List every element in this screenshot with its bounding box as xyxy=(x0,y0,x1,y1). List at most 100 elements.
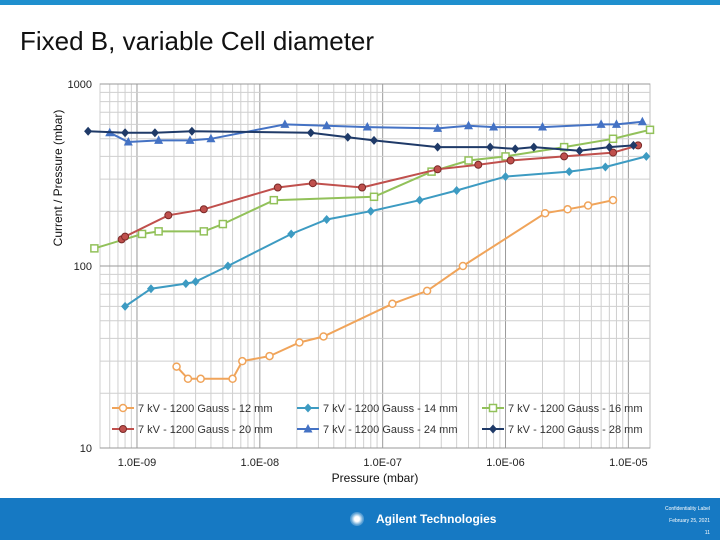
series-line xyxy=(88,130,634,152)
data-point xyxy=(206,133,216,143)
data-point xyxy=(370,135,379,145)
chart-series xyxy=(84,116,655,384)
data-point xyxy=(489,122,499,131)
data-point xyxy=(280,119,290,128)
data-point xyxy=(362,122,372,131)
data-point xyxy=(191,277,200,287)
footer-date: February 25, 2021 xyxy=(669,518,710,524)
data-point xyxy=(154,227,163,236)
x-tick-label: 1.0E-09 xyxy=(118,457,157,469)
data-point xyxy=(137,229,147,239)
data-point xyxy=(319,332,328,341)
data-point xyxy=(287,229,296,239)
data-point xyxy=(540,208,550,218)
series-6 xyxy=(84,126,638,156)
page-number: 11 xyxy=(704,530,710,536)
legend-label: 7 kV - 1200 Gauss - 28 mm xyxy=(508,424,643,436)
legend-label: 7 kV - 1200 Gauss - 14 mm xyxy=(323,403,458,415)
data-point xyxy=(185,135,195,144)
data-point xyxy=(464,156,473,165)
data-point xyxy=(575,146,584,156)
data-point xyxy=(433,142,442,152)
data-point xyxy=(322,120,332,130)
data-point xyxy=(511,144,520,154)
data-point xyxy=(84,126,93,136)
top-accent-rule xyxy=(0,0,720,5)
y-tick-label: 10 xyxy=(80,443,92,455)
data-point xyxy=(238,356,247,366)
data-point xyxy=(596,119,606,128)
data-point xyxy=(415,195,424,205)
data-point xyxy=(164,211,173,220)
legend-label: 7 kV - 1200 Gauss - 16 mm xyxy=(508,403,643,415)
x-axis-label: Pressure (mbar) xyxy=(332,471,419,485)
data-point xyxy=(273,183,282,192)
brand-logo: Agilent Technologies xyxy=(346,508,496,530)
data-point xyxy=(433,165,442,174)
legend-entry: 7 kV - 1200 Gauss - 28 mm xyxy=(482,424,643,436)
x-tick-label: 1.0E-06 xyxy=(486,457,525,469)
series-1 xyxy=(172,195,618,384)
y-axis-label: Current / Pressure (mbar) xyxy=(51,110,65,247)
x-tick-label: 1.0E-07 xyxy=(363,457,402,469)
data-point xyxy=(223,261,232,271)
data-point xyxy=(601,162,610,172)
brand-name: Agilent Technologies xyxy=(376,512,497,526)
data-point xyxy=(154,135,164,144)
data-point xyxy=(565,167,574,177)
data-point xyxy=(343,132,352,142)
data-point xyxy=(358,183,367,192)
series-4 xyxy=(117,141,643,244)
x-tick-label: 1.0E-05 xyxy=(609,457,648,469)
data-point xyxy=(609,148,618,157)
data-point xyxy=(121,232,130,241)
data-point xyxy=(218,219,228,229)
legend-entry: 7 kV - 1200 Gauss - 16 mm xyxy=(482,403,643,415)
legend-label: 7 kV - 1200 Gauss - 12 mm xyxy=(138,403,273,415)
data-point xyxy=(506,156,515,165)
data-point xyxy=(295,338,304,347)
spark-logo-icon xyxy=(346,508,368,530)
x-tick-label: 1.0E-08 xyxy=(241,457,280,469)
data-point xyxy=(458,261,468,271)
data-point xyxy=(529,142,538,152)
legend-entry: 7 kV - 1200 Gauss - 12 mm xyxy=(112,403,273,415)
legend-marker xyxy=(304,403,312,413)
data-point xyxy=(501,172,510,182)
confidentiality-label: Confidentiality Label xyxy=(664,506,710,512)
legend-marker xyxy=(488,403,498,413)
data-point xyxy=(474,160,483,169)
legend-entry: 7 kV - 1200 Gauss - 20 mm xyxy=(112,424,273,436)
data-point xyxy=(196,374,205,384)
data-point xyxy=(464,120,474,130)
slide-title: Fixed B, variable Cell diameter xyxy=(20,26,375,56)
data-point xyxy=(538,122,548,131)
legend-label: 7 kV - 1200 Gauss - 20 mm xyxy=(138,424,273,436)
data-point xyxy=(563,205,572,214)
chart: 1.0E-09 1.0E-08 1.0E-07 1.0E-06 1.0E-05 10 100… xyxy=(51,79,655,485)
data-point xyxy=(322,215,331,225)
data-point xyxy=(422,286,432,296)
data-point xyxy=(369,192,379,202)
data-point xyxy=(308,179,317,188)
data-point xyxy=(637,116,647,126)
legend-marker xyxy=(303,424,313,433)
legend-label: 7 kV - 1200 Gauss - 24 mm xyxy=(323,424,458,436)
series-2 xyxy=(121,151,651,311)
data-point xyxy=(605,142,614,152)
data-point xyxy=(559,142,569,152)
data-point xyxy=(187,126,196,136)
data-point xyxy=(583,201,593,210)
y-tick-label: 1000 xyxy=(68,79,92,91)
y-tick-label: 100 xyxy=(74,261,92,273)
data-point xyxy=(642,151,651,161)
data-point xyxy=(199,205,208,214)
data-point xyxy=(121,128,130,138)
data-point xyxy=(172,362,181,371)
data-point xyxy=(90,244,99,253)
data-point xyxy=(629,140,638,150)
data-point xyxy=(608,195,618,205)
data-point xyxy=(123,137,133,146)
legend-marker xyxy=(118,403,128,413)
chart-legend: 7 kV - 1200 Gauss - 12 mm 7 kV - 1200 Gau… xyxy=(112,403,643,436)
